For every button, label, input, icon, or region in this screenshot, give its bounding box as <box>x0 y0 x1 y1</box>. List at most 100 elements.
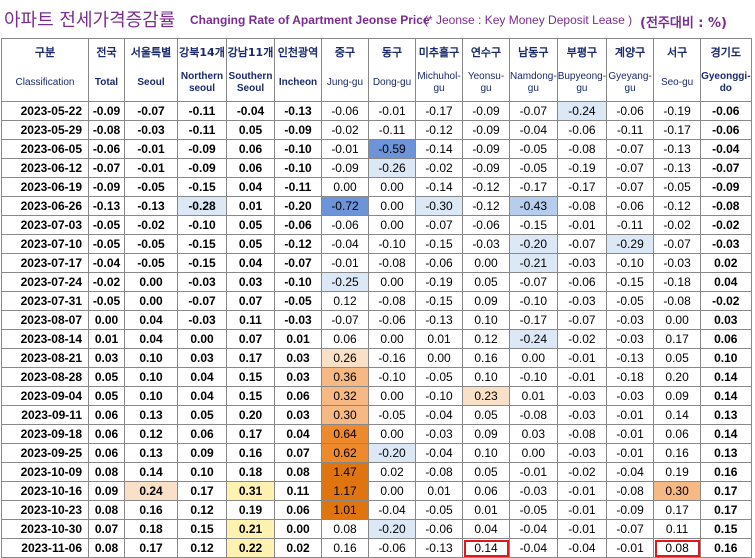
cell-jung-gu: 0.16 <box>321 538 369 558</box>
cell-seoul: 0.14 <box>124 462 178 482</box>
row-date: 2023-08-14 <box>1 329 89 349</box>
cell-northern-seoul: 0.00 <box>177 329 227 349</box>
cell-southern-seoul: 0.21 <box>226 519 275 539</box>
table-body: 2023-05-22 -0.09 -0.07 -0.11 -0.04 -0.13 -0.06… <box>1 101 752 558</box>
header-row-korean: 구분 전국 서울특별 강북14개 강남11개 인천광역 중구 동구 미추홀구 연수구 남동구 부평구 계… <box>1 38 752 65</box>
cell-gyeyang-gu: -0.01 <box>606 443 655 463</box>
cell-bupyeong-gu: -0.08 <box>556 196 608 216</box>
cell-jung-gu: -0.25 <box>321 272 369 292</box>
cell-southern-seoul: 0.19 <box>226 500 275 520</box>
header-ko-12: 계양구 <box>606 38 655 65</box>
row-date: 2023-06-26 <box>1 196 89 216</box>
cell-dong-gu: -0.05 <box>368 405 416 425</box>
cell-seo-gu: 0.19 <box>653 462 702 482</box>
cell-michuhol-gu: 0.01 <box>415 329 463 349</box>
cell-southern-seoul: 0.04 <box>226 177 275 197</box>
cell-incheon: -0.05 <box>274 291 322 311</box>
cell-jung-gu: -0.06 <box>321 101 369 121</box>
header-ko-3: 강북14개 <box>177 38 227 65</box>
cell-seo-gu: 0.17 <box>653 329 702 349</box>
cell-total: -0.02 <box>88 272 125 292</box>
cell-northern-seoul: 0.06 <box>177 424 227 444</box>
cell-bupyeong-gu: -0.02 <box>556 462 608 482</box>
cell-yeonsu-gu: 0.05 <box>462 405 510 425</box>
cell-michuhol-gu: -0.19 <box>415 272 463 292</box>
row-date: 2023-08-28 <box>1 367 89 387</box>
cell-gyeyang-gu: -0.05 <box>606 291 655 311</box>
cell-gyeyang-gu: -0.11 <box>606 215 655 235</box>
cell-jung-gu: 0.26 <box>321 348 369 368</box>
header-en-6: Jung-gu <box>321 65 369 102</box>
cell-southern-seoul: 0.05 <box>226 120 275 140</box>
cell-gyeonggi-do: -0.02 <box>700 291 752 311</box>
cell-seoul: 0.24 <box>124 481 178 501</box>
cell-namdong-gu: -0.43 <box>509 196 558 216</box>
cell-seoul: -0.03 <box>124 120 178 140</box>
cell-total: -0.07 <box>88 158 125 178</box>
cell-total: 0.06 <box>88 405 125 425</box>
cell-seo-gu: 0.16 <box>653 443 702 463</box>
cell-michuhol-gu: -0.04 <box>415 443 463 463</box>
cell-total: 0.05 <box>88 386 125 406</box>
cell-northern-seoul: 0.09 <box>177 443 227 463</box>
cell-southern-seoul: 0.16 <box>226 443 275 463</box>
cell-total: -0.06 <box>88 139 125 159</box>
cell-dong-gu: -0.20 <box>368 519 416 539</box>
cell-namdong-gu: 0.03 <box>509 424 558 444</box>
cell-southern-seoul: 0.03 <box>226 272 275 292</box>
cell-seoul: -0.05 <box>124 234 178 254</box>
cell-dong-gu: -0.01 <box>368 101 416 121</box>
cell-yeonsu-gu: 0.06 <box>462 481 510 501</box>
row-date: 2023-09-11 <box>1 405 89 425</box>
cell-total: 0.00 <box>88 310 125 330</box>
cell-namdong-gu: -0.10 <box>509 291 558 311</box>
table-row: 2023-07-24 -0.02 0.00 -0.03 0.03 -0.10 -0.25 0.… <box>1 272 752 292</box>
cell-seoul: 0.16 <box>124 500 178 520</box>
title-korean: 아파트 전세가격증감률 <box>4 10 176 31</box>
cell-namdong-gu: -0.20 <box>509 234 558 254</box>
header-ko-11: 부평구 <box>556 38 608 65</box>
cell-bupyeong-gu: -0.01 <box>556 519 608 539</box>
cell-bupyeong-gu: -0.03 <box>556 443 608 463</box>
header-ko-14: 경기도 <box>700 38 752 65</box>
cell-incheon: -0.06 <box>274 215 322 235</box>
header-en-3: Northern seoul <box>177 65 227 102</box>
cell-jung-gu: 1.47 <box>321 462 369 482</box>
cell-bupyeong-gu: -0.08 <box>556 139 608 159</box>
cell-total: -0.05 <box>88 215 125 235</box>
cell-michuhol-gu: -0.02 <box>415 158 463 178</box>
cell-yeonsu-gu: 0.16 <box>462 348 510 368</box>
cell-northern-seoul: -0.15 <box>177 234 227 254</box>
cell-seoul: 0.13 <box>124 443 178 463</box>
cell-seoul: 0.04 <box>124 329 178 349</box>
cell-michuhol-gu: -0.03 <box>415 424 463 444</box>
cell-incheon: -0.10 <box>274 158 322 178</box>
cell-dong-gu: -0.04 <box>368 500 416 520</box>
cell-incheon: 0.03 <box>274 405 322 425</box>
cell-namdong-gu: 0.01 <box>509 386 558 406</box>
cell-seo-gu: -0.07 <box>653 234 702 254</box>
cell-gyeonggi-do: 0.04 <box>700 272 752 292</box>
cell-michuhol-gu: -0.05 <box>415 500 463 520</box>
cell-incheon: -0.07 <box>274 253 322 273</box>
cell-jung-gu: -0.06 <box>321 215 369 235</box>
cell-michuhol-gu: -0.14 <box>415 139 463 159</box>
cell-michuhol-gu: -0.15 <box>415 234 463 254</box>
row-date: 2023-10-30 <box>1 519 89 539</box>
cell-gyeonggi-do: 0.17 <box>700 481 752 501</box>
cell-gyeonggi-do: -0.04 <box>700 139 752 159</box>
title-note: (* Jeonse : Key Money Deposit Lease ) <box>424 13 633 27</box>
row-date: 2023-07-10 <box>1 234 89 254</box>
table-row: 2023-05-22 -0.09 -0.07 -0.11 -0.04 -0.13 -0.06… <box>1 101 752 121</box>
cell-seoul: 0.00 <box>124 291 178 311</box>
cell-gyeyang-gu: -0.06 <box>606 101 655 121</box>
cell-total: 0.08 <box>88 538 125 558</box>
table-row: 2023-09-11 0.06 0.13 0.05 0.20 0.03 0.30 -0.05-… <box>1 405 752 425</box>
header-en-1: Total <box>88 65 125 102</box>
table-row: 2023-06-26 -0.13 -0.13 -0.28 0.01 -0.20 -0.72 0… <box>1 196 752 216</box>
row-date: 2023-09-04 <box>1 386 89 406</box>
cell-yeonsu-gu: 0.05 <box>462 272 510 292</box>
cell-jung-gu: -0.09 <box>321 158 369 178</box>
cell-jung-gu: 0.08 <box>321 519 369 539</box>
header-ko-13: 서구 <box>653 38 702 65</box>
